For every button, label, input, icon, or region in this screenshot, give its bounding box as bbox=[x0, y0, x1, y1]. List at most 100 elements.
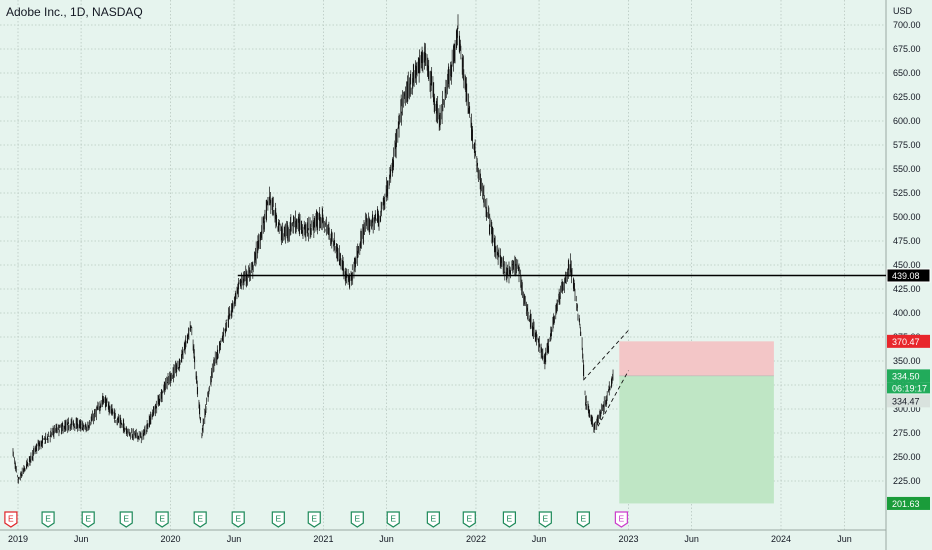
earnings-e-flag-icon: E bbox=[193, 511, 207, 528]
earnings-e-flag-icon: E bbox=[41, 511, 55, 528]
earnings-flag-shape bbox=[350, 511, 364, 528]
earnings-letter: E bbox=[311, 514, 317, 524]
y-tick-label: 350.00 bbox=[893, 356, 921, 366]
earnings-flag-shape bbox=[614, 511, 628, 528]
prev-price-tag-bg bbox=[887, 394, 930, 408]
earnings-letter: E bbox=[507, 514, 513, 524]
x-tick-label: Jun bbox=[532, 534, 547, 544]
earnings-flag-shape bbox=[576, 511, 590, 528]
support-price-tag-bg bbox=[886, 268, 931, 283]
countdown-tag-bg bbox=[887, 382, 930, 394]
y-tick-label: 225.00 bbox=[893, 476, 921, 486]
y-tick-label: 450.00 bbox=[893, 260, 921, 270]
earnings-flag-shape bbox=[462, 511, 476, 528]
target-price-tag-text: 201.63 bbox=[892, 499, 920, 509]
last-price-tag-bg bbox=[887, 369, 930, 383]
x-tick-label: 2024 bbox=[771, 534, 791, 544]
earnings-letter: E bbox=[8, 514, 14, 524]
prev-price-tag-text: 334.47 bbox=[892, 396, 920, 406]
y-tick-label: 300.00 bbox=[893, 404, 921, 414]
x-tick-label: Jun bbox=[837, 534, 852, 544]
countdown-tag-text: 06:19:17 bbox=[892, 383, 927, 393]
y-tick-label: 400.00 bbox=[893, 308, 921, 318]
earnings-flag-shape bbox=[4, 511, 18, 528]
earnings-flag-shape bbox=[502, 511, 516, 528]
price-axis: USD 700.00 675.00 650.00 625.00 600.00 575.00 5… bbox=[886, 6, 931, 510]
chart-title: Adobe Inc., 1D, NASDAQ bbox=[6, 5, 143, 19]
take-profit-zone bbox=[619, 375, 774, 504]
earnings-letter: E bbox=[123, 514, 129, 524]
earnings-letter: E bbox=[581, 514, 587, 524]
channel-line-1 bbox=[583, 329, 629, 381]
prev-price-tag: 334.47 bbox=[887, 394, 930, 408]
y-tick-label: 275.00 bbox=[893, 428, 921, 438]
earnings-e-flag-icon: E bbox=[231, 511, 245, 528]
x-tick-label: Jun bbox=[74, 534, 89, 544]
earnings-flag-shape bbox=[119, 511, 133, 528]
y-tick-label: 550.00 bbox=[893, 164, 921, 174]
y-tick-label: 650.00 bbox=[893, 68, 921, 78]
earnings-letter: E bbox=[45, 514, 51, 524]
y-tick-label: 575.00 bbox=[893, 140, 921, 150]
target-price-tag-bg bbox=[887, 496, 930, 510]
y-tick-label: 600.00 bbox=[893, 116, 921, 126]
earnings-letter: E bbox=[619, 514, 625, 524]
earnings-letter: E bbox=[197, 514, 203, 524]
earnings-e-flag-icon: E bbox=[576, 511, 590, 528]
earnings-letter: E bbox=[390, 514, 396, 524]
last-price-tag-text: 334.50 bbox=[892, 371, 920, 381]
earnings-e-flag-icon: E bbox=[119, 511, 133, 528]
earnings-e-flag-icon: E bbox=[155, 511, 169, 528]
earnings-letter: E bbox=[159, 514, 165, 524]
earnings-letter: E bbox=[354, 514, 360, 524]
channel-lines bbox=[583, 329, 629, 427]
stop-price-tag-bg bbox=[887, 334, 930, 348]
currency-label: USD bbox=[893, 6, 913, 16]
earnings-e-flag-icon: E bbox=[271, 511, 285, 528]
earnings-flag-shape bbox=[307, 511, 321, 528]
x-tick-label: 2019 bbox=[8, 534, 28, 544]
earnings-letter: E bbox=[275, 514, 281, 524]
earnings-flag-shape bbox=[41, 511, 55, 528]
earnings-e-flag-icon: E bbox=[350, 511, 364, 528]
earnings-e-flag-icon: E bbox=[614, 511, 628, 528]
trade-zones bbox=[619, 341, 774, 504]
y-tick-label: 525.00 bbox=[893, 188, 921, 198]
y-tick-label: 675.00 bbox=[893, 44, 921, 54]
last-price-tag: 334.50 bbox=[887, 369, 930, 383]
x-tick-label: Jun bbox=[227, 534, 242, 544]
y-tick-label: 625.00 bbox=[893, 92, 921, 102]
earnings-letter: E bbox=[235, 514, 241, 524]
stop-loss-zone bbox=[619, 341, 774, 376]
earnings-e-flag-icon: E bbox=[386, 511, 400, 528]
target-price-tag: 201.63 bbox=[887, 496, 930, 510]
earnings-flag-shape bbox=[155, 511, 169, 528]
countdown-tag: 06:19:17 bbox=[887, 382, 930, 394]
earnings-letter: E bbox=[542, 514, 548, 524]
earnings-flag-shape bbox=[271, 511, 285, 528]
y-tick-label: 700.00 bbox=[893, 20, 921, 30]
stop-price-tag-text: 370.47 bbox=[892, 337, 920, 347]
channel-line-2 bbox=[597, 370, 629, 427]
earnings-letter: E bbox=[431, 514, 437, 524]
y-tick-label: 500.00 bbox=[893, 212, 921, 222]
price-bars bbox=[12, 14, 614, 484]
earnings-flag-shape bbox=[426, 511, 440, 528]
earnings-e-flag-icon: E bbox=[81, 511, 95, 528]
x-tick-label: Jun bbox=[379, 534, 394, 544]
earnings-flag-shape bbox=[386, 511, 400, 528]
earnings-flag-shape bbox=[231, 511, 245, 528]
time-axis: 2019 Jun 2020 Jun 2021 Jun 2022 Jun 2023 Jun 2024 J… bbox=[8, 534, 852, 544]
x-tick-label: 2021 bbox=[313, 534, 333, 544]
earnings-flag-shape bbox=[538, 511, 552, 528]
y-tick-label: 250.00 bbox=[893, 452, 921, 462]
earnings-e-flag-icon: E bbox=[502, 511, 516, 528]
earnings-e-flag-icon: E bbox=[538, 511, 552, 528]
x-tick-label: 2023 bbox=[618, 534, 638, 544]
earnings-e-flag-icon: E bbox=[462, 511, 476, 528]
earnings-e-flag-icon: E bbox=[307, 511, 321, 528]
earnings-letter: E bbox=[85, 514, 91, 524]
